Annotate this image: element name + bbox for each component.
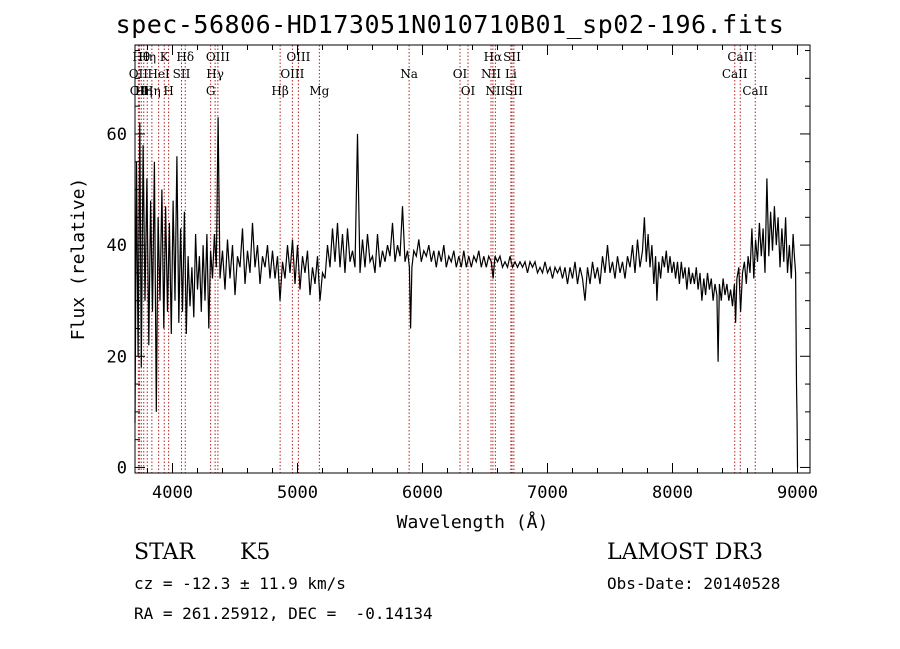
y-axis-ticks: 0 20 40 60 — [107, 50, 810, 478]
spectral-line-label: SII — [503, 50, 521, 64]
x-tick-label: 6000 — [402, 483, 443, 503]
object-class: STAR — [134, 540, 195, 565]
spectral-line-label: Hδ — [176, 50, 194, 64]
spectral-line-label: NII — [485, 84, 505, 98]
y-axis-label: Flux (relative) — [68, 178, 89, 341]
spectral-line-label: NII — [481, 67, 501, 81]
x-axis-label: Wavelength (Å) — [397, 511, 549, 533]
spectral-line-label: G — [206, 84, 216, 98]
spectral-line-label: OIII — [206, 50, 230, 64]
y-tick-label: 40 — [107, 236, 127, 256]
observation-date: Obs-Date: 20140528 — [607, 574, 781, 593]
spectral-line-label: Hγ — [206, 67, 224, 81]
object-subclass: K5 — [240, 540, 271, 565]
spectral-line-label: Hη — [143, 84, 161, 98]
spectral-line-label: K — [160, 50, 170, 64]
plot-frame — [134, 44, 811, 474]
spectral-line-label: OIII — [280, 67, 304, 81]
x-tick-label: 4000 — [152, 483, 193, 503]
spectral-line-label: SII — [505, 84, 523, 98]
x-tick-label: 8000 — [652, 483, 693, 503]
spectral-line-label: CaII — [727, 50, 753, 64]
survey-name: LAMOST DR3 — [607, 540, 763, 565]
spectral-line-label: Hη — [135, 84, 153, 98]
spectral-line-label: SII — [173, 67, 191, 81]
spectral-line-label: Hη — [138, 50, 156, 64]
x-tick-label: 9000 — [777, 483, 818, 503]
spectral-line-label: Li — [505, 67, 517, 81]
spectral-line-label: H — [163, 84, 173, 98]
spectral-line-label: Hθ — [132, 50, 150, 64]
spectral-line-label: CaII — [722, 67, 748, 81]
spectral-line-label: CaII — [742, 84, 768, 98]
spectral-line-label: HeI — [147, 67, 170, 81]
x-tick-label: 5000 — [277, 483, 318, 503]
chart-title: spec-56806-HD173051N010710B01_sp02-196.f… — [115, 10, 785, 39]
spectral-line-label: OII — [129, 67, 149, 81]
coordinates: RA = 261.25912, DEC = -0.14134 — [134, 604, 433, 623]
spectral-line-label: Mg — [309, 84, 329, 98]
y-tick-label: 20 — [107, 347, 127, 367]
spectral-line-label: Hα — [484, 50, 503, 64]
y-tick-label: 0 — [117, 458, 127, 478]
spectral-line-label: Na — [400, 67, 418, 81]
spectral-line-labels: OIIOIIHθHηHηHηHeIKHSIIHδGHγOIIIHβOIIIOII… — [129, 50, 769, 98]
spectral-line-label: OI — [461, 84, 476, 98]
x-tick-label: 7000 — [527, 483, 568, 503]
x-axis-ticks: 4000 5000 6000 7000 8000 9000 — [147, 45, 818, 503]
spectrum-series-line — [134, 117, 799, 468]
spectral-line-label: OI — [453, 67, 468, 81]
y-tick-label: 60 — [107, 125, 127, 145]
spectral-line-label: OIII — [286, 50, 310, 64]
spectral-line-label: Hβ — [271, 84, 288, 98]
redshift-velocity: cz = -12.3 ± 11.9 km/s — [134, 574, 346, 593]
